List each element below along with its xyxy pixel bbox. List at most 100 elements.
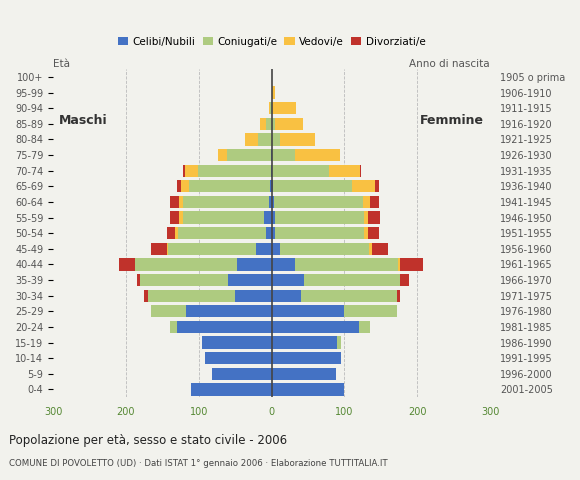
Bar (271, 102, 272, 114)
Bar (245, 133, 259, 145)
Bar (269, 196, 271, 208)
Bar (266, 118, 271, 130)
Bar (270, 102, 271, 114)
Bar (166, 243, 168, 255)
Bar (182, 180, 188, 192)
Bar (219, 149, 227, 161)
Bar (397, 289, 400, 302)
Bar (362, 196, 370, 208)
Bar (375, 180, 379, 192)
Bar (271, 227, 275, 240)
Bar (271, 149, 295, 161)
Bar (359, 321, 370, 333)
Bar (183, 212, 264, 224)
Bar (275, 118, 303, 130)
Bar (280, 133, 316, 145)
Bar (271, 321, 359, 333)
Bar (272, 165, 329, 177)
Bar (280, 243, 369, 255)
Bar (345, 305, 397, 317)
Bar (179, 196, 183, 208)
Bar (370, 196, 379, 208)
Text: COMUNE DI POVOLETTO (UD) · Dati ISTAT 1° gennaio 2006 · Elaborazione TUTTITALIA.: COMUNE DI POVOLETTO (UD) · Dati ISTAT 1°… (9, 458, 387, 468)
Bar (271, 384, 345, 396)
Bar (271, 165, 272, 177)
Bar (369, 243, 372, 255)
Bar (360, 165, 361, 177)
Bar (168, 243, 256, 255)
Bar (273, 180, 351, 192)
Bar (148, 289, 235, 302)
Bar (266, 227, 271, 240)
Bar (351, 180, 375, 192)
Bar (271, 133, 280, 145)
Bar (271, 305, 345, 317)
Bar (304, 274, 400, 286)
Bar (271, 368, 336, 380)
Bar (186, 305, 271, 317)
Bar (260, 118, 266, 130)
Bar (364, 227, 368, 240)
Bar (271, 196, 274, 208)
Bar (272, 102, 296, 114)
Bar (329, 165, 360, 177)
Bar (256, 243, 271, 255)
Bar (275, 212, 364, 224)
Bar (271, 352, 340, 364)
Bar (144, 289, 148, 302)
Text: Età: Età (53, 59, 70, 69)
Bar (227, 149, 271, 161)
Bar (169, 321, 177, 333)
Text: Anno di nascita: Anno di nascita (409, 59, 490, 69)
Bar (191, 384, 271, 396)
Bar (271, 212, 275, 224)
Bar (228, 274, 271, 286)
Bar (368, 227, 379, 240)
Bar (271, 274, 304, 286)
Bar (140, 274, 228, 286)
Bar (177, 180, 182, 192)
Bar (368, 212, 380, 224)
Text: Femmine: Femmine (420, 114, 484, 127)
Bar (237, 258, 271, 271)
Bar (337, 336, 340, 348)
Bar (183, 165, 185, 177)
Bar (271, 118, 275, 130)
Bar (400, 258, 423, 271)
Bar (295, 149, 340, 161)
Bar (264, 212, 271, 224)
Bar (271, 243, 280, 255)
Bar (259, 133, 271, 145)
Bar (398, 258, 400, 271)
Bar (275, 227, 364, 240)
Bar (171, 212, 179, 224)
Bar (183, 196, 269, 208)
Bar (271, 86, 275, 98)
Bar (400, 274, 409, 286)
Bar (185, 165, 198, 177)
Bar (372, 243, 388, 255)
Bar (274, 196, 362, 208)
Bar (177, 321, 271, 333)
Bar (300, 289, 397, 302)
Bar (198, 165, 271, 177)
Bar (179, 227, 266, 240)
Bar (135, 258, 237, 271)
Bar (202, 336, 271, 348)
Bar (269, 102, 270, 114)
Bar (137, 274, 140, 286)
Bar (171, 196, 179, 208)
Legend: Celibi/Nubili, Coniugati/e, Vedovi/e, Divorziati/e: Celibi/Nubili, Coniugati/e, Vedovi/e, Di… (118, 36, 425, 47)
Bar (271, 336, 337, 348)
Bar (179, 212, 183, 224)
Bar (235, 289, 271, 302)
Bar (364, 212, 368, 224)
Bar (205, 352, 271, 364)
Bar (188, 180, 270, 192)
Bar (212, 368, 271, 380)
Bar (271, 289, 300, 302)
Bar (271, 258, 295, 271)
Text: Popolazione per età, sesso e stato civile - 2006: Popolazione per età, sesso e stato civil… (9, 434, 287, 447)
Text: Maschi: Maschi (59, 114, 107, 127)
Bar (151, 305, 186, 317)
